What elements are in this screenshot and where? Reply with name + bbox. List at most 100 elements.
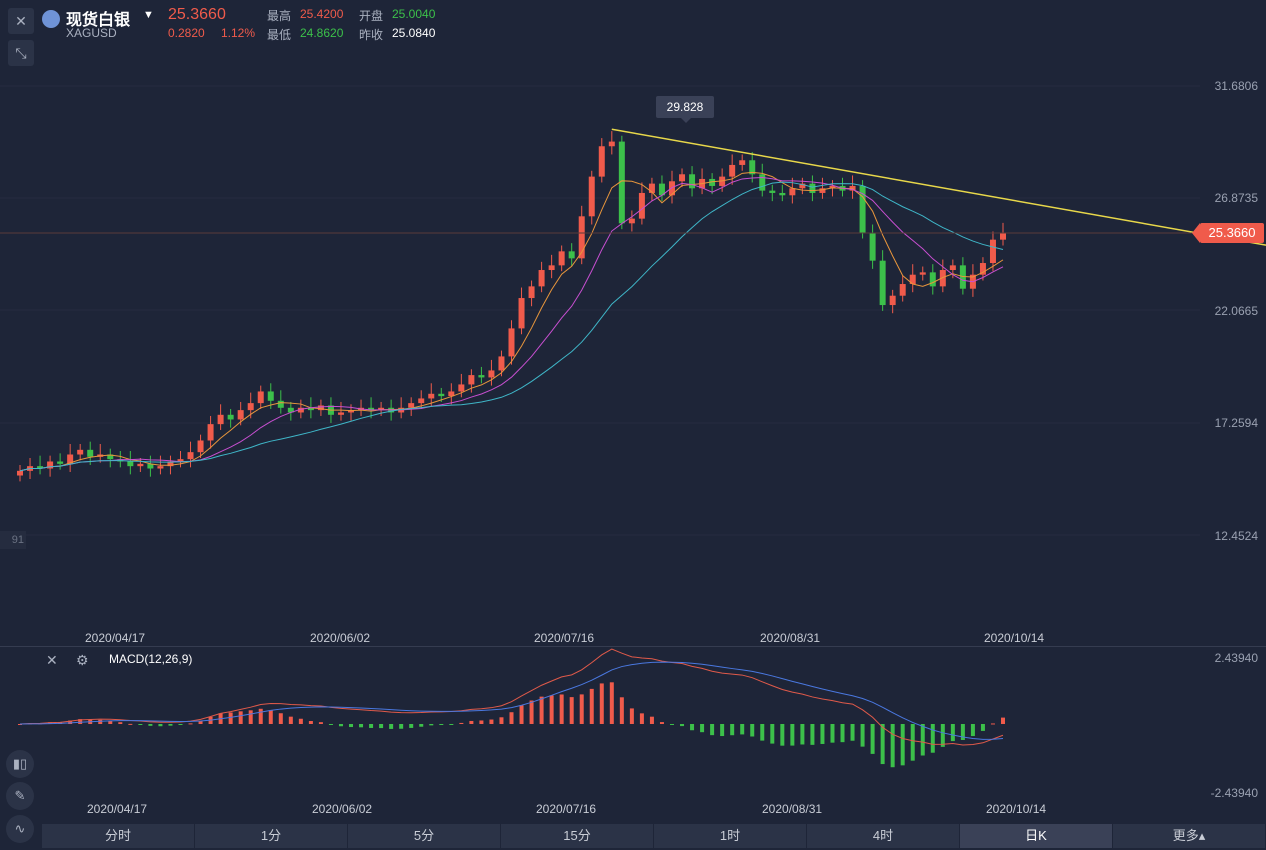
candle[interactable] [769, 184, 776, 202]
candle[interactable] [859, 180, 866, 239]
candle[interactable] [849, 175, 856, 199]
close-macd-icon[interactable]: ✕ [46, 652, 58, 668]
candle[interactable] [317, 399, 324, 416]
candle[interactable] [779, 184, 786, 202]
candle[interactable] [398, 397, 405, 419]
symbol-name[interactable]: 现货白银 [66, 12, 131, 29]
candle[interactable] [528, 280, 535, 307]
candle[interactable] [628, 210, 635, 232]
candle[interactable] [97, 443, 104, 463]
candle[interactable] [789, 177, 796, 204]
candle[interactable] [839, 177, 846, 197]
candle[interactable] [17, 465, 23, 482]
candle[interactable] [588, 170, 595, 225]
candle-body [779, 192, 786, 196]
candle[interactable] [729, 154, 736, 185]
candle[interactable] [458, 373, 465, 398]
candle[interactable] [448, 383, 455, 405]
candle[interactable] [929, 264, 936, 295]
candle[interactable] [368, 397, 375, 419]
tab-1hour[interactable]: 1时 [654, 824, 807, 848]
candle[interactable] [227, 408, 234, 428]
candle[interactable] [799, 177, 806, 195]
candle[interactable] [197, 434, 204, 458]
candle[interactable] [598, 138, 605, 183]
candle[interactable] [518, 287, 525, 335]
candle[interactable] [337, 401, 344, 421]
candle[interactable] [127, 450, 134, 475]
pencil-icon[interactable]: ✎ [6, 782, 34, 810]
candle[interactable] [638, 182, 645, 225]
candle[interactable] [578, 205, 585, 265]
candle[interactable] [77, 443, 84, 461]
candle[interactable] [408, 397, 415, 416]
candle[interactable] [358, 399, 365, 416]
candle[interactable] [538, 261, 545, 293]
candle[interactable] [217, 404, 224, 430]
candle[interactable] [608, 131, 615, 155]
trend-line[interactable] [611, 128, 1266, 246]
chevron-down-icon[interactable]: ▼ [143, 9, 154, 21]
candle[interactable] [689, 166, 696, 197]
close-icon[interactable]: ✕ [8, 8, 34, 34]
candle[interactable] [37, 455, 44, 475]
candle[interactable] [919, 266, 926, 281]
tab-1min[interactable]: 1分 [195, 824, 348, 848]
candle-body [829, 185, 836, 189]
candle[interactable] [287, 401, 294, 421]
candle[interactable] [939, 259, 946, 293]
candle[interactable] [759, 163, 766, 197]
candle[interactable] [869, 224, 876, 269]
tab-daily[interactable]: 日K [960, 824, 1113, 848]
candle[interactable] [819, 177, 826, 199]
candle[interactable] [979, 257, 986, 281]
candle[interactable] [277, 390, 284, 414]
candle[interactable] [899, 275, 906, 302]
macd-bar [760, 724, 765, 741]
candle[interactable] [618, 135, 625, 230]
candle[interactable] [177, 450, 184, 468]
candle[interactable] [498, 350, 505, 377]
tab-timeshare[interactable]: 分时 [42, 824, 195, 848]
candle[interactable] [57, 453, 64, 470]
candle[interactable] [137, 457, 144, 473]
candle[interactable] [508, 320, 515, 365]
candle[interactable] [909, 264, 916, 293]
candle-body [458, 384, 465, 392]
candle[interactable] [488, 359, 495, 386]
indicator-icon[interactable]: ∿ [6, 815, 34, 843]
tab-more[interactable]: 更多▴ [1113, 824, 1266, 848]
candle[interactable] [749, 152, 756, 183]
candle[interactable] [187, 441, 194, 468]
candle[interactable] [1000, 222, 1006, 246]
candle[interactable] [989, 231, 996, 272]
candle[interactable] [478, 366, 485, 384]
candle[interactable] [889, 289, 896, 314]
candle[interactable] [679, 168, 686, 188]
candle[interactable] [558, 245, 565, 272]
candle[interactable] [207, 415, 214, 449]
tab-15min[interactable]: 15分 [501, 824, 654, 848]
settings-icon[interactable]: ⚙ [76, 652, 89, 668]
candle[interactable] [568, 243, 575, 267]
candle[interactable] [147, 455, 154, 477]
candle[interactable] [257, 385, 264, 409]
candle[interactable] [879, 250, 886, 311]
tab-4hour[interactable]: 4时 [807, 824, 960, 848]
candle[interactable] [648, 177, 655, 202]
expand-icon[interactable]: ⤡ [8, 40, 34, 66]
candle[interactable] [67, 443, 74, 473]
candle[interactable] [548, 254, 555, 279]
candle[interactable] [809, 175, 816, 202]
candle[interactable] [107, 448, 114, 468]
price-change-pct: 1.12% [221, 26, 256, 40]
tab-5min[interactable]: 5分 [348, 824, 501, 848]
candle[interactable] [658, 175, 665, 202]
candle[interactable] [709, 173, 716, 195]
candle[interactable] [47, 455, 54, 477]
candlestick-icon[interactable]: ▮▯ [6, 750, 34, 778]
candle-body [317, 405, 324, 411]
candle[interactable] [699, 168, 706, 195]
candle[interactable] [739, 154, 746, 171]
